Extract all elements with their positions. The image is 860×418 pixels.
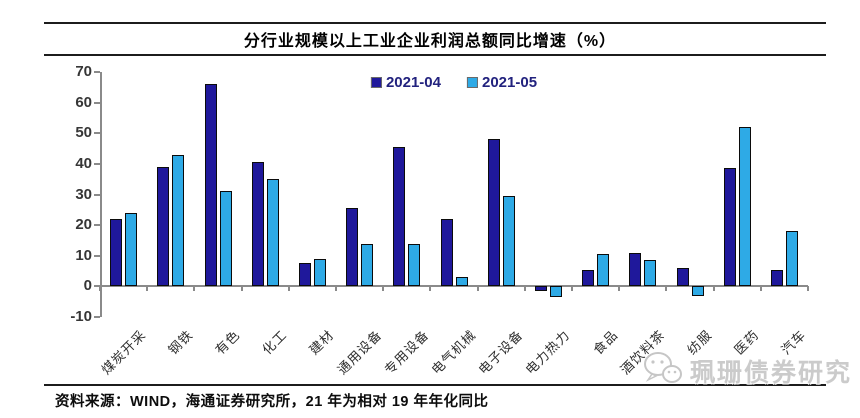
- y-axis-tick-label: 50: [75, 124, 92, 142]
- x-axis-line: [100, 285, 808, 288]
- watermark-text: 珮珊债券研究: [689, 358, 852, 387]
- bar-2021-05-纺服: [691, 286, 704, 296]
- x-axis-tick: [240, 286, 243, 292]
- y-axis-tick-label: -10: [70, 308, 92, 325]
- legend-label: 2021-04: [385, 74, 441, 91]
- x-axis-tick: [429, 286, 432, 292]
- x-axis-tick: [287, 286, 290, 292]
- bar-2021-05-酒饮料茶: [644, 260, 657, 287]
- bar-2021-04-电力热力: [534, 286, 547, 291]
- x-axis-category-label: 有色: [212, 327, 243, 358]
- x-axis-tick: [665, 286, 668, 292]
- bar-2021-04-有色: [204, 84, 217, 287]
- bar-2021-05-化工: [266, 179, 279, 287]
- y-axis-tick-label: 30: [75, 185, 92, 203]
- watermark: 珮珊债券研究: [642, 350, 852, 391]
- y-axis-tick-label: 20: [75, 216, 92, 234]
- bar-2021-05-通用设备: [361, 243, 374, 287]
- x-axis-category-label: 通用设备: [334, 327, 385, 378]
- bar-2021-04-建材: [298, 263, 311, 287]
- bar-2021-05-电气机械: [455, 277, 468, 287]
- footer-rule: [44, 384, 826, 386]
- y-axis-tick: [94, 193, 100, 196]
- y-axis-tick: [94, 132, 100, 135]
- title-rule-top: [44, 22, 826, 24]
- plot-area: 2021-04 2021-05 70 60 50 40 30 20 10 0 -10 煤炭开采 钢铁有…: [70, 64, 809, 378]
- bar-2021-05-汽车: [785, 231, 798, 287]
- y-axis-tick: [94, 162, 100, 165]
- bar-2021-04-钢铁: [157, 166, 170, 287]
- x-axis-tick: [99, 286, 101, 292]
- x-axis-category-label: 钢铁: [165, 327, 196, 358]
- legend-label: 2021-05: [482, 74, 538, 91]
- bar-2021-04-煤炭开采: [110, 219, 123, 287]
- y-axis-tick-label: 0: [83, 277, 92, 295]
- bar-2021-04-化工: [251, 162, 264, 287]
- bar-2021-05-钢铁: [172, 154, 185, 287]
- x-axis-category-label: 煤炭开采: [98, 327, 149, 378]
- y-axis-tick: [94, 316, 100, 318]
- x-axis-category-label: 化工: [259, 327, 290, 358]
- bar-2021-05-电子设备: [502, 196, 515, 287]
- bar-2021-04-食品: [582, 269, 595, 287]
- source-note: 资料来源：WIND，海通证券研究所，21 年为相对 19 年年化同比: [55, 394, 489, 410]
- bar-2021-04-医药: [723, 168, 736, 287]
- bar-2021-04-汽车: [770, 269, 783, 287]
- bar-2021-05-食品: [597, 254, 610, 287]
- x-axis-tick: [382, 286, 385, 292]
- y-axis-tick-label: 40: [75, 154, 92, 172]
- bar-2021-04-酒饮料茶: [629, 252, 642, 287]
- x-axis-tick: [476, 286, 479, 292]
- legend-swatch: [467, 77, 478, 88]
- y-axis-tick-label: 10: [75, 246, 92, 264]
- legend-swatch: [370, 77, 382, 88]
- bar-2021-04-专用设备: [393, 147, 406, 287]
- y-axis-tick: [94, 71, 100, 73]
- bar-2021-05-建材: [313, 258, 326, 287]
- x-axis-category-label: 电气机械: [428, 327, 479, 378]
- bar-2021-04-纺服: [676, 268, 689, 287]
- y-axis-tick-label: 70: [75, 63, 92, 80]
- wechat-logo-icon: [642, 350, 684, 391]
- bar-2021-05-医药: [738, 127, 751, 287]
- y-axis-tick: [94, 254, 100, 257]
- bar-2021-05-专用设备: [408, 243, 421, 287]
- x-axis-tick: [146, 286, 149, 292]
- y-axis-tick: [94, 101, 100, 104]
- title-rule-bottom: [44, 54, 826, 56]
- legend-item-2021-05: 2021-05: [467, 74, 537, 91]
- bar-2021-04-电子设备: [487, 139, 500, 287]
- bar-2021-04-通用设备: [346, 208, 359, 287]
- x-axis-category-label: 专用设备: [381, 327, 432, 378]
- y-axis-line: [100, 72, 102, 317]
- chart-title: 分行业规模以上工业企业利润总额同比增速（%）: [243, 33, 617, 50]
- bar-2021-05-电力热力: [549, 286, 562, 298]
- x-axis-tick: [335, 286, 337, 292]
- y-axis-tick-label: 60: [75, 93, 92, 111]
- legend: 2021-04 2021-05: [370, 74, 537, 91]
- legend-item-2021-04: 2021-04: [370, 74, 441, 91]
- x-axis-tick: [618, 286, 621, 292]
- x-axis-tick: [523, 286, 526, 292]
- y-axis-tick: [94, 285, 100, 288]
- y-axis-tick: [94, 224, 100, 227]
- x-axis-category-label: 电子设备: [475, 327, 526, 378]
- x-axis-tick: [571, 286, 573, 292]
- x-axis-tick: [193, 286, 196, 292]
- bar-2021-04-电气机械: [440, 219, 453, 287]
- bar-2021-05-煤炭开采: [125, 212, 138, 287]
- x-axis-category-label: 食品: [589, 327, 621, 358]
- bar-2021-05-有色: [219, 191, 232, 287]
- x-axis-tick: [759, 286, 762, 292]
- x-axis-tick: [712, 286, 715, 292]
- x-axis-category-label: 电力热力: [522, 327, 574, 378]
- x-axis-tick: [807, 286, 809, 292]
- x-axis-category-label: 建材: [306, 327, 338, 358]
